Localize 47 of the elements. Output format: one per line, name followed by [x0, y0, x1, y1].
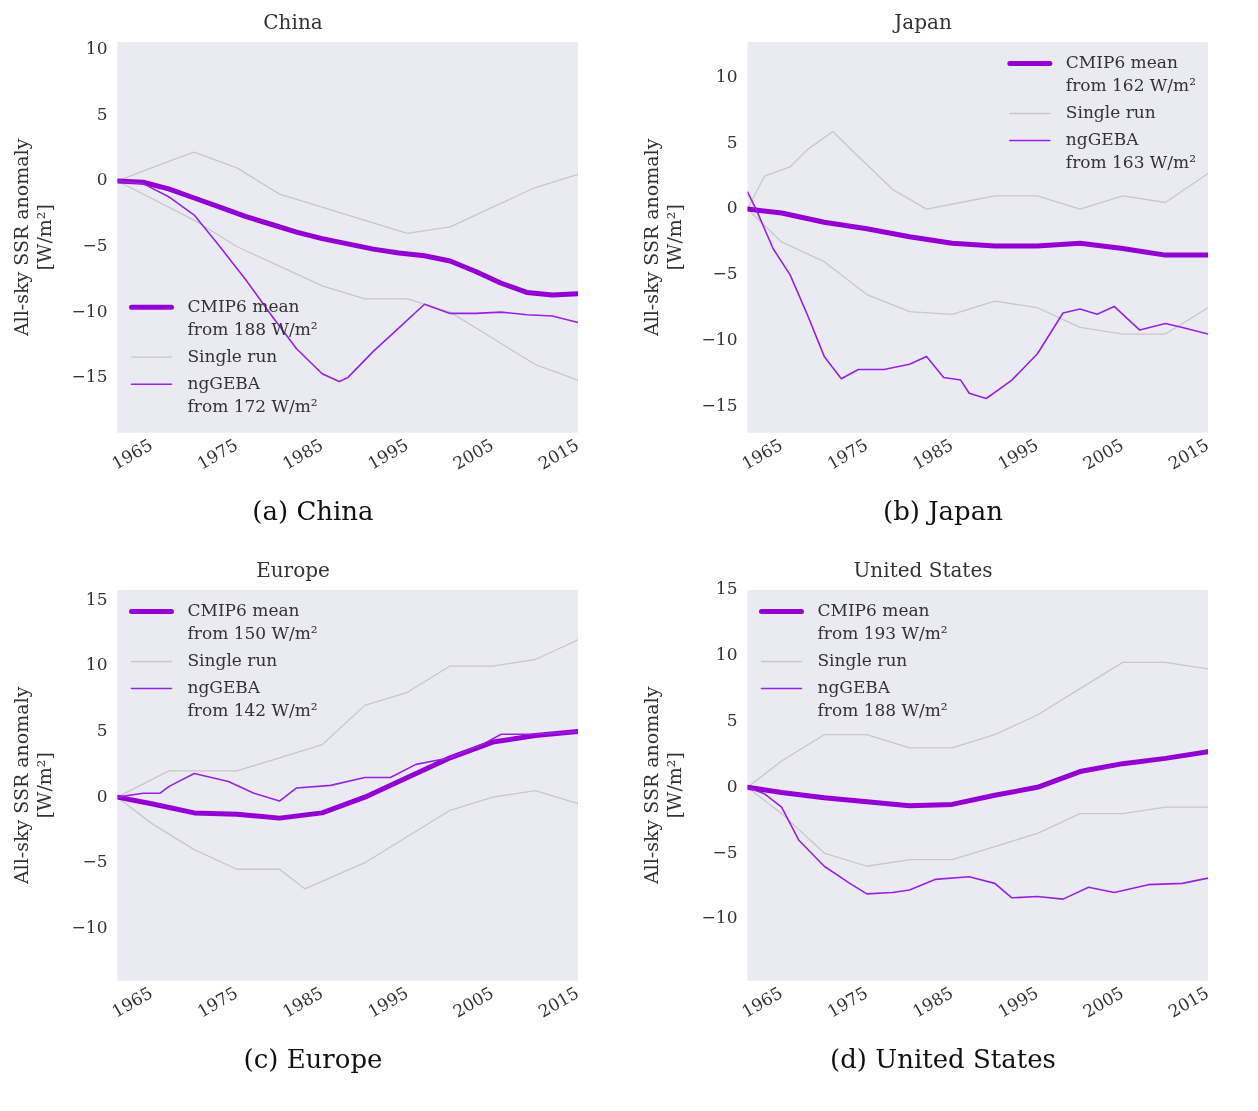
y-tick-label: 5: [726, 709, 738, 730]
y-tick-label: −10: [71, 916, 108, 937]
legend-label: Single run: [1065, 101, 1156, 122]
y-tick-label: −5: [82, 851, 108, 872]
text: (d) United States: [829, 1044, 1057, 1074]
y-axis-title: All-sky SSR anomaly [W/m²]: [640, 686, 686, 886]
y-tick-label: −15: [71, 366, 108, 387]
legend-label: Single run: [187, 649, 278, 670]
y-tick-label: 0: [96, 169, 108, 190]
legend-label: ngGEBA from 142 W/m²: [187, 676, 318, 720]
legend-label: CMIP6 mean from 193 W/m²: [817, 599, 948, 643]
y-tick-label: 5: [726, 131, 738, 152]
legend-label: CMIP6 mean from 150 W/m²: [187, 599, 318, 643]
text: (a) China: [251, 496, 375, 526]
y-tick-label: 15: [85, 588, 108, 609]
y-axis-title: All-sky SSR anomaly [W/m²]: [10, 138, 56, 338]
y-tick-label: 10: [85, 654, 108, 675]
chart-title: United States: [853, 558, 993, 583]
legend-label: ngGEBA from 172 W/m²: [187, 372, 318, 416]
legend-label: ngGEBA from 163 W/m²: [1065, 128, 1197, 172]
y-tick-label: −10: [701, 329, 738, 350]
legend-label: ngGEBA from 188 W/m²: [817, 676, 948, 720]
text: (c) Europe: [242, 1044, 384, 1074]
y-tick-label: 10: [715, 644, 738, 665]
legend-label: Single run: [817, 649, 908, 670]
y-axis-title: All-sky SSR anomaly [W/m²]: [10, 686, 56, 886]
y-tick-label: 15: [715, 578, 738, 599]
chart-title: China: [263, 10, 323, 35]
y-tick-label: −5: [712, 263, 738, 284]
legend-label: CMIP6 mean from 162 W/m²: [1065, 51, 1197, 95]
y-tick-label: 5: [96, 720, 108, 741]
chart-title: Europe: [256, 558, 330, 583]
y-tick-label: −10: [71, 300, 108, 321]
text: (b) Japan: [882, 496, 1004, 526]
y-tick-label: 10: [85, 38, 108, 59]
y-tick-label: −10: [701, 907, 738, 928]
y-tick-label: −5: [82, 234, 108, 255]
y-tick-label: 10: [715, 65, 738, 86]
legend-label: Single run: [187, 345, 278, 366]
y-tick-label: 5: [96, 103, 108, 124]
y-tick-label: 0: [726, 775, 738, 796]
y-axis-title: All-sky SSR anomaly [W/m²]: [640, 138, 686, 338]
y-tick-label: −15: [701, 394, 738, 415]
chart-title: Japan: [892, 10, 952, 35]
y-tick-label: −5: [712, 841, 738, 862]
y-tick-label: 0: [96, 785, 108, 806]
y-tick-label: 0: [726, 197, 738, 218]
